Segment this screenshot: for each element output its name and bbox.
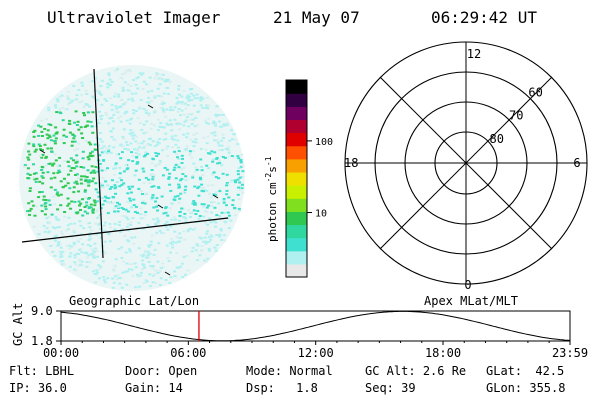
colorbar-cell — [286, 145, 307, 160]
apex-mlat-title: Apex MLat/MLT — [424, 294, 518, 308]
colorbar-cell — [286, 224, 307, 239]
colorbar-cell — [286, 132, 307, 147]
mlat-label: 70 — [509, 109, 523, 123]
gc-alt-axis-label: GC Alt — [11, 303, 25, 346]
date-label: 21 May 07 — [273, 8, 360, 27]
seq-status: Seq: 39 — [365, 381, 416, 395]
mlat-label: 60 — [528, 85, 542, 99]
colorbar-cell — [286, 250, 307, 265]
orbit-x-tick-label: 18:00 — [425, 346, 461, 360]
mlt-label: 0 — [464, 278, 471, 292]
colorbar-cell — [286, 198, 307, 212]
colorbar-cell — [286, 237, 307, 252]
glat-status: GLat: 42.5 — [486, 364, 564, 378]
colorbar-cell — [286, 93, 307, 107]
orbit-x-tick-label: 12:00 — [298, 346, 334, 360]
ip-status: IP: 36.0 — [9, 381, 67, 395]
glon-status: GLon: 355.8 — [486, 381, 565, 395]
colorbar-ticks: 100 10 — [307, 137, 333, 220]
earth-image — [19, 65, 245, 291]
colorbar-cell — [286, 158, 307, 173]
colorbar-cell — [286, 106, 307, 120]
colorbar-cell — [286, 211, 307, 226]
orbit-plot: Geographic Lat/Lon Apex MLat/MLT GC Alt … — [11, 294, 588, 360]
colorbar-tick-label: 10 — [315, 209, 327, 220]
colorbar-cell — [286, 263, 307, 278]
mlat-label: 80 — [490, 132, 504, 146]
colorbar-unit-label: photon cm-2s-1 — [264, 156, 279, 242]
status-panel: Flt: LBHL Door: Open Mode: Normal GC Alt… — [9, 364, 565, 395]
latitude-line — [21, 217, 229, 243]
gain-status: Gain: 14 — [125, 381, 183, 395]
mlt-label: 12 — [467, 47, 481, 61]
colorbar-cell — [286, 171, 307, 186]
orbit-y-tick-label: 1.8 — [31, 334, 53, 348]
colorbar-cell — [286, 80, 307, 94]
time-label: 06:29:42 UT — [431, 8, 537, 27]
orbit-x-tick-label: 00:00 — [43, 346, 79, 360]
colorbar-cell — [286, 185, 307, 199]
dsp-status: Dsp: 1.8 — [246, 381, 318, 395]
colorbar: 100 10 photon cm-2s-1 — [264, 79, 333, 278]
colorbar-tick-label: 100 — [315, 137, 333, 148]
polar-diagonal-2 — [379, 76, 553, 250]
meridian-line — [93, 68, 104, 259]
orbit-x-tick-label: 06:00 — [170, 346, 206, 360]
colorbar-gradient — [286, 80, 307, 278]
instrument-title: Ultraviolet Imager — [47, 8, 221, 27]
filter-status: Flt: LBHL — [9, 364, 74, 378]
orbit-y-ticks: 9.0 1.8 — [31, 304, 61, 348]
door-status: Door: Open — [125, 364, 197, 378]
mlt-label: 18 — [344, 156, 358, 170]
colorbar-cell — [286, 119, 307, 134]
orbit-y-tick-label: 9.0 — [31, 304, 53, 318]
geo-latlon-title: Geographic Lat/Lon — [69, 294, 199, 308]
gc-alt-status: GC Alt: 2.6 Re — [365, 364, 466, 378]
mode-status: Mode: Normal — [246, 364, 333, 378]
orbit-x-tick-label: 23:59 — [552, 346, 588, 360]
colorbar-frame — [285, 79, 308, 278]
altitude-curve — [60, 310, 571, 342]
mlt-label: 6 — [573, 156, 580, 170]
orbit-x-ticks: 00:00 06:00 12:00 18:00 23:59 — [43, 341, 588, 360]
